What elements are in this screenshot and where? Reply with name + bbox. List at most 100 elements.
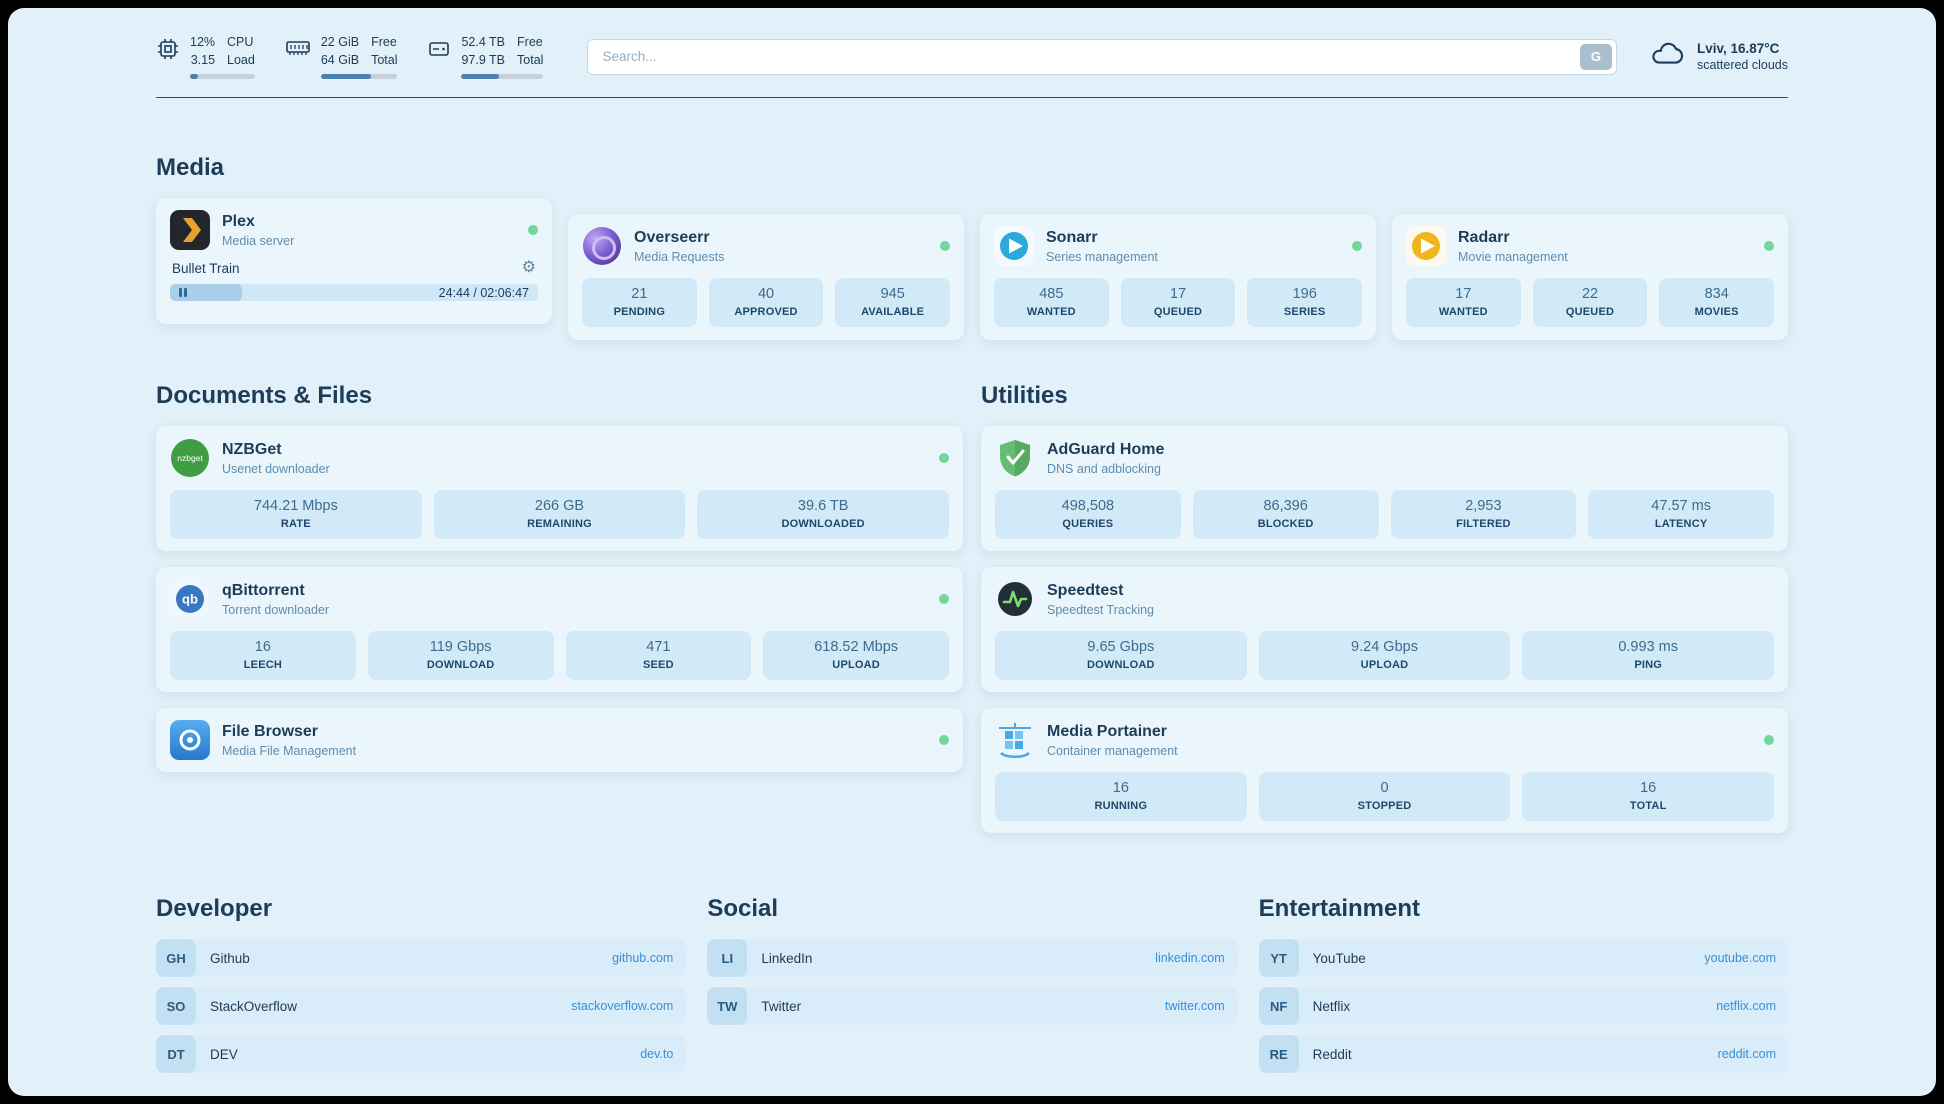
stat-box: 9.24 Gbps UPLOAD (1258, 631, 1511, 680)
bookmark-abbr: GH (156, 939, 196, 977)
app-subtitle: Torrent downloader (222, 602, 330, 617)
adguard-icon (995, 438, 1035, 478)
bookmark-github[interactable]: GH Github github.com (156, 939, 686, 977)
app-title: NZBGet (222, 440, 282, 458)
bookmark-url[interactable]: netflix.com (1716, 999, 1776, 1013)
bookmark-abbr: TW (707, 987, 748, 1025)
stat-box: 0 STOPPED (1258, 772, 1511, 821)
radarr-icon (1406, 226, 1446, 266)
memory-widget: 22 GiB 64 GiB Free Total (285, 34, 398, 79)
media-heading: Media (156, 154, 225, 181)
stat-box: 266 GB REMAINING (433, 490, 686, 539)
search-bar: G (587, 38, 1617, 75)
memory-total-label: Total (371, 52, 398, 67)
stat-box: 119 Gbps DOWNLOAD (367, 631, 554, 680)
search-engine-button[interactable]: G (1579, 43, 1612, 70)
app-card-portainer[interactable]: Media Portainer Container management 16 R… (981, 708, 1788, 833)
disk-total: 97.9 TB (461, 52, 506, 67)
stat-box: 834 MOVIES (1659, 278, 1775, 327)
stat-box: 2,953 FILTERED (1390, 490, 1577, 539)
bookmark-abbr: LI (707, 939, 748, 977)
app-card-adguard[interactable]: AdGuard Home DNS and adblocking 498,508 Q… (981, 426, 1788, 551)
stat-box: 945 AVAILABLE (835, 278, 951, 327)
memory-free-label: Free (371, 35, 397, 49)
app-title: Overseerr (634, 228, 710, 246)
now-playing-title: Bullet Train (172, 260, 240, 276)
status-dot (1764, 735, 1774, 745)
cpu-progress-bar (190, 74, 255, 79)
dashboard-frame: 12% 3.15 CPU Load (8, 8, 1936, 1096)
bookmark-label: Github (210, 950, 250, 966)
stat-box: 0.993 ms PING (1522, 631, 1775, 680)
bookmark-abbr: RE (1258, 1035, 1299, 1073)
weather-widget: Lviv, 16.87°C scattered clouds (1649, 40, 1788, 73)
app-title: File Browser (222, 722, 319, 740)
stat-box: 16 TOTAL (1522, 772, 1775, 821)
app-card-filebrowser[interactable]: File Browser Media File Management (156, 708, 963, 772)
bookmark-url[interactable]: youtube.com (1704, 951, 1776, 965)
bookmark-abbr: NF (1258, 987, 1299, 1025)
disk-progress-bar (461, 74, 544, 79)
app-card-qbittorrent[interactable]: qb qBittorrent Torrent downloader 16 LEEC… (156, 567, 963, 692)
stat-box: 40 APPROVED (708, 278, 824, 327)
weather-location: Lviv, 16.87°C (1696, 41, 1780, 56)
status-dot (1764, 241, 1774, 251)
disk-free: 52.4 TB (461, 35, 506, 49)
app-title: AdGuard Home (1047, 440, 1165, 458)
stat-box: 86,396 BLOCKED (1192, 490, 1379, 539)
app-card-plex[interactable]: Plex Media server Bullet Train ⚙ 24:44 (156, 198, 552, 324)
app-subtitle: Speedtest Tracking (1047, 602, 1155, 617)
app-title: Sonarr (1046, 228, 1098, 246)
settings-gear-icon[interactable]: ⚙ (521, 259, 536, 276)
stat-box: 196 SERIES (1247, 278, 1363, 327)
bookmark-stackoverflow[interactable]: SO StackOverflow stackoverflow.com (156, 987, 686, 1025)
weather-condition: scattered clouds (1696, 58, 1788, 72)
bookmark-url[interactable]: stackoverflow.com (571, 999, 674, 1013)
bookmark-linkedin[interactable]: LI LinkedIn linkedin.com (707, 939, 1237, 977)
search-input[interactable] (587, 38, 1617, 75)
disk-progress-fill (461, 74, 500, 79)
topbar: 12% 3.15 CPU Load (156, 8, 1788, 79)
stat-box: 618.52 Mbps UPLOAD (763, 631, 949, 680)
app-title: Radarr (1458, 228, 1510, 246)
bookmark-url[interactable]: dev.to (640, 1047, 674, 1061)
stat-box: 47.57 ms LATENCY (1588, 490, 1774, 539)
bookmark-url[interactable]: github.com (612, 951, 674, 965)
bookmark-dev[interactable]: DT DEV dev.to (156, 1035, 686, 1073)
bookmark-url[interactable]: twitter.com (1164, 999, 1225, 1013)
stat-box: 744.21 Mbps RATE (170, 490, 422, 539)
section-social: Social LI LinkedIn linkedin.com TW Twitt… (707, 895, 1237, 1083)
section-entertainment: Entertainment YT YouTube youtube.com NF … (1258, 895, 1788, 1083)
stat-box: 485 WANTED (994, 278, 1109, 327)
app-card-nzbget[interactable]: nzbget NZBGet Usenet downloader 744.21 M… (156, 426, 963, 551)
app-subtitle: Series management (1046, 249, 1158, 264)
app-title: Media Portainer (1047, 722, 1168, 740)
bookmark-abbr: SO (156, 987, 196, 1025)
app-card-radarr[interactable]: Radarr Movie management 17 WANTED 22 QUEUE… (1392, 214, 1788, 340)
bookmark-twitter[interactable]: TW Twitter twitter.com (707, 987, 1237, 1025)
status-dot (939, 453, 949, 463)
bookmark-url[interactable]: reddit.com (1717, 1047, 1776, 1061)
bookmark-reddit[interactable]: RE Reddit reddit.com (1258, 1035, 1788, 1073)
memory-total: 64 GiB (320, 52, 360, 67)
app-card-speedtest[interactable]: Speedtest Speedtest Tracking 9.65 Gbps DO… (981, 567, 1788, 692)
stat-box: 21 PENDING (582, 278, 697, 327)
bookmark-label: DEV (210, 1046, 238, 1062)
bookmark-label: Twitter (761, 998, 802, 1014)
stat-box: 16 RUNNING (995, 772, 1247, 821)
developer-heading: Developer (156, 895, 273, 922)
entertainment-heading: Entertainment (1258, 895, 1421, 922)
app-card-sonarr[interactable]: Sonarr Series management 485 WANTED 17 QUE… (980, 214, 1376, 340)
bookmark-url[interactable]: linkedin.com (1155, 951, 1225, 965)
memory-icon (285, 37, 311, 59)
documents-heading: Documents & Files (156, 382, 373, 409)
app-title: Plex (222, 212, 255, 230)
app-subtitle: DNS and adblocking (1047, 461, 1161, 476)
app-card-overseerr[interactable]: Overseerr Media Requests 21 PENDING 40 APP… (568, 214, 964, 340)
stat-box: 17 WANTED (1406, 278, 1521, 327)
bookmark-youtube[interactable]: YT YouTube youtube.com (1258, 939, 1788, 977)
app-subtitle: Movie management (1458, 249, 1568, 264)
nzbget-icon: nzbget (170, 438, 210, 478)
bookmark-netflix[interactable]: NF Netflix netflix.com (1258, 987, 1788, 1025)
section-utilities: Utilities AdGuard Home DNS and adbloc (981, 382, 1788, 833)
